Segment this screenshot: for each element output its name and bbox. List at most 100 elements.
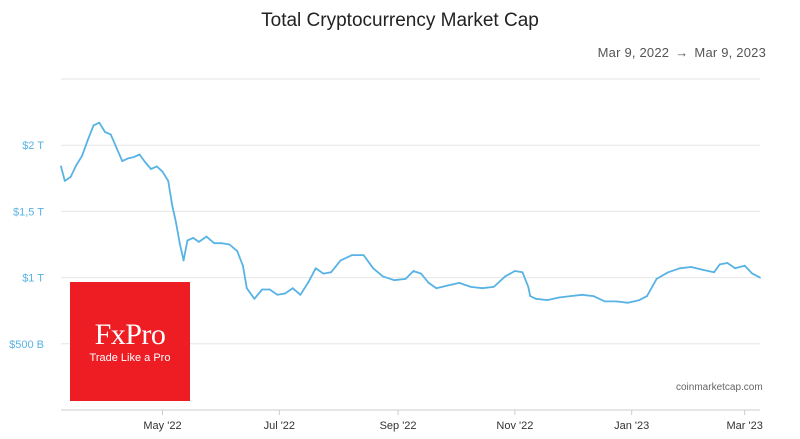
- data-point: [155, 165, 158, 168]
- data-point: [121, 160, 124, 163]
- series-group: [60, 121, 761, 304]
- data-point: [63, 180, 66, 182]
- arrow-right-icon: →: [675, 45, 689, 60]
- data-point: [132, 156, 135, 159]
- data-point: [718, 263, 721, 266]
- data-point: [667, 271, 669, 274]
- data-point: [127, 157, 129, 160]
- data-point: [627, 301, 629, 304]
- data-point: [701, 268, 704, 271]
- data-point: [546, 299, 549, 301]
- data-point: [734, 267, 736, 270]
- data-point: [314, 267, 317, 270]
- data-point: [60, 165, 62, 168]
- data-point: [144, 161, 147, 164]
- data-point: [558, 296, 560, 299]
- data-point: [104, 131, 106, 133]
- data-point: [167, 180, 170, 182]
- data-point: [186, 239, 189, 242]
- data-point: [646, 295, 648, 297]
- data-point: [339, 259, 342, 262]
- data-point: [592, 295, 595, 297]
- data-point: [615, 300, 618, 303]
- data-point: [412, 270, 415, 272]
- data-point: [86, 139, 89, 141]
- grid: [61, 78, 760, 411]
- data-point: [228, 243, 231, 246]
- data-point: [521, 271, 524, 274]
- data-point: [109, 133, 112, 136]
- data-point: [175, 221, 177, 223]
- data-point: [481, 287, 484, 290]
- chart-title: Total Cryptocurrency Market Cap: [261, 10, 539, 31]
- data-point: [492, 286, 495, 288]
- data-point: [569, 295, 572, 297]
- data-point: [75, 164, 78, 167]
- data-point: [404, 278, 407, 280]
- y-tick-label: $2 T: [22, 140, 44, 152]
- data-point: [276, 293, 279, 296]
- data-point: [92, 124, 95, 127]
- x-tick-label: May '22: [143, 420, 181, 432]
- data-point: [362, 254, 365, 256]
- y-tick-label: $1 T: [22, 273, 44, 285]
- data-point: [307, 282, 309, 284]
- data-point: [743, 264, 746, 267]
- data-point: [213, 242, 216, 245]
- data-point: [198, 241, 200, 243]
- date-range: Mar 9, 2022 → Mar 9, 2023: [598, 45, 766, 60]
- y-tick-label: $500 B: [9, 339, 44, 351]
- data-point: [261, 288, 263, 291]
- data-point: [330, 271, 332, 274]
- y-axis: $500 B $1 T $1,5 T $2 T: [9, 140, 44, 351]
- data-point: [381, 275, 384, 278]
- data-point: [427, 282, 430, 284]
- range-start: Mar 9, 2022: [597, 45, 670, 60]
- x-axis: May '22 Jul '22 Sep '22 Nov '22 Jan '23 Mar '…: [143, 410, 763, 432]
- data-point: [138, 153, 141, 156]
- data-point: [115, 146, 118, 149]
- logo-wordmark: FxPro: [94, 318, 166, 351]
- data-point: [69, 176, 72, 178]
- data-point: [655, 278, 658, 280]
- data-point: [322, 272, 325, 275]
- data-point: [420, 272, 422, 275]
- data-point: [458, 282, 461, 284]
- data-point: [690, 266, 692, 268]
- data-point: [150, 168, 152, 170]
- data-point: [161, 170, 164, 173]
- data-point: [581, 293, 583, 296]
- data-point: [446, 284, 449, 287]
- data-point: [604, 300, 606, 303]
- data-point: [178, 242, 181, 245]
- data-point: [372, 267, 375, 270]
- data-point: [81, 154, 83, 157]
- y-tick-label: $1,5 T: [13, 206, 44, 218]
- data-point: [751, 272, 754, 275]
- data-point: [268, 288, 271, 291]
- data-point: [291, 287, 294, 290]
- data-point: [205, 235, 208, 238]
- data-point: [284, 292, 286, 295]
- data-point: [535, 297, 537, 300]
- x-tick-label: Mar '23: [727, 420, 763, 432]
- data-point: [221, 242, 223, 245]
- data-point: [469, 286, 472, 288]
- data-point: [242, 264, 244, 267]
- x-tick-label: Jan '23: [614, 420, 649, 432]
- fxpro-logo: FxPro Trade Like a Pro: [70, 282, 190, 401]
- data-point: [245, 287, 248, 290]
- data-point: [182, 259, 185, 262]
- data-point: [98, 121, 101, 124]
- data-point: [171, 203, 174, 206]
- data-point: [514, 270, 516, 272]
- x-tick-label: Jul '22: [264, 420, 295, 432]
- source-label: coinmarketcap.com: [676, 382, 763, 393]
- data-point: [504, 275, 507, 278]
- data-point: [713, 271, 715, 274]
- data-point: [236, 250, 239, 253]
- x-tick-label: Sep '22: [380, 420, 417, 432]
- logo-tagline: Trade Like a Pro: [89, 352, 171, 364]
- data-point: [253, 297, 256, 300]
